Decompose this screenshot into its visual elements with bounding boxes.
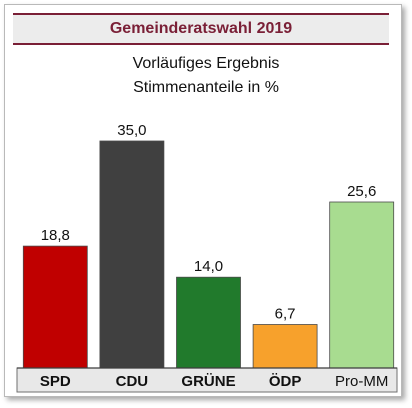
value-label-grüne: 14,0 [194, 258, 223, 275]
chart-subtitle-line1: Vorläufiges Ergebnis [132, 55, 280, 72]
bar-grüne [176, 276, 241, 369]
bar-cdu [99, 140, 165, 369]
bar-ödp [252, 324, 318, 369]
category-label-pro-mm: Pro-MM [335, 373, 388, 390]
category-axis: SPD CDU GRÜNE ÖDP Pro-MM [16, 367, 398, 393]
value-label-ödp: 6,7 [275, 306, 296, 323]
value-label-pro-mm: 25,6 [347, 183, 376, 200]
value-label-spd: 18,8 [41, 227, 70, 244]
bar-spd [22, 245, 88, 369]
category-label-ödp: ÖDP [269, 373, 302, 390]
category-label-grüne: GRÜNE [181, 373, 235, 390]
category-label-spd: SPD [40, 373, 71, 390]
category-label-cdu: CDU [116, 373, 149, 390]
category-axis-strip [16, 367, 398, 393]
bar-pro-mm [329, 201, 395, 369]
value-label-cdu: 35,0 [117, 122, 146, 139]
chart-subtitle-line2: Stimmenanteile in % [133, 79, 279, 96]
bars-layer: 18,8 35,0 14,0 6,7 25,6 [22, 122, 395, 369]
chart-title: Gemeinderatswahl 2019 [13, 13, 389, 45]
